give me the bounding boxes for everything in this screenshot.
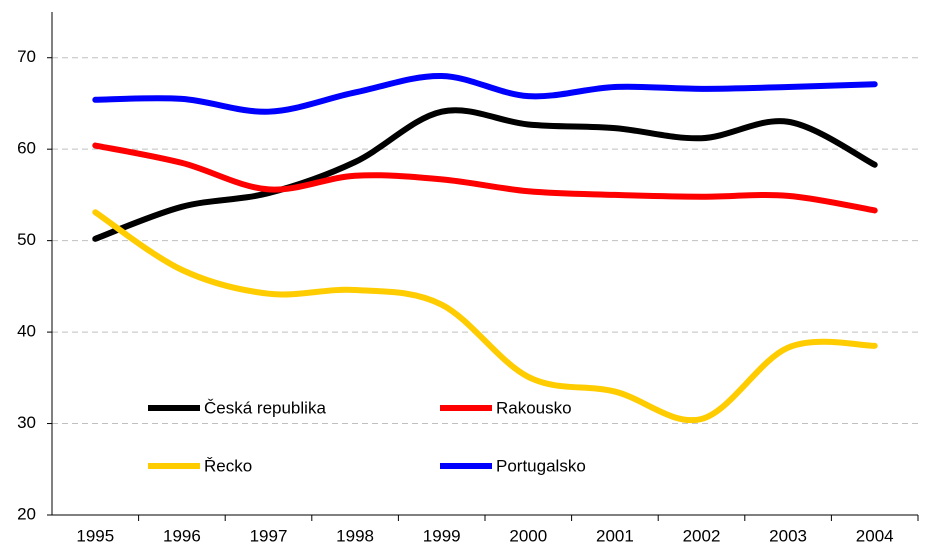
- x-tick-label: 1998: [336, 526, 374, 545]
- x-tick-label: 1996: [163, 526, 201, 545]
- x-tick-label: 1997: [250, 526, 288, 545]
- y-tick-label: 70: [17, 47, 36, 66]
- series-line: [92, 209, 878, 424]
- x-tick-label: 1999: [423, 526, 461, 545]
- x-tick-label: 2000: [509, 526, 547, 545]
- x-tick-label: 2003: [769, 526, 807, 545]
- legend-label: Rakousko: [496, 398, 572, 417]
- legend-label: Řecko: [204, 456, 252, 475]
- x-tick-label: 2001: [596, 526, 634, 545]
- legend-label: Portugalsko: [496, 456, 586, 475]
- x-tick-label: 1995: [76, 526, 114, 545]
- series-line: [92, 73, 878, 115]
- series-line: [92, 142, 878, 214]
- y-tick-label: 60: [17, 139, 36, 158]
- series-line: [92, 107, 878, 242]
- legend-label: Česká republika: [204, 398, 326, 417]
- y-tick-label: 20: [17, 504, 36, 523]
- y-tick-label: 30: [17, 413, 36, 432]
- x-tick-label: 2002: [683, 526, 721, 545]
- y-tick-label: 40: [17, 322, 36, 341]
- x-tick-label: 2004: [856, 526, 894, 545]
- y-tick-label: 50: [17, 230, 36, 249]
